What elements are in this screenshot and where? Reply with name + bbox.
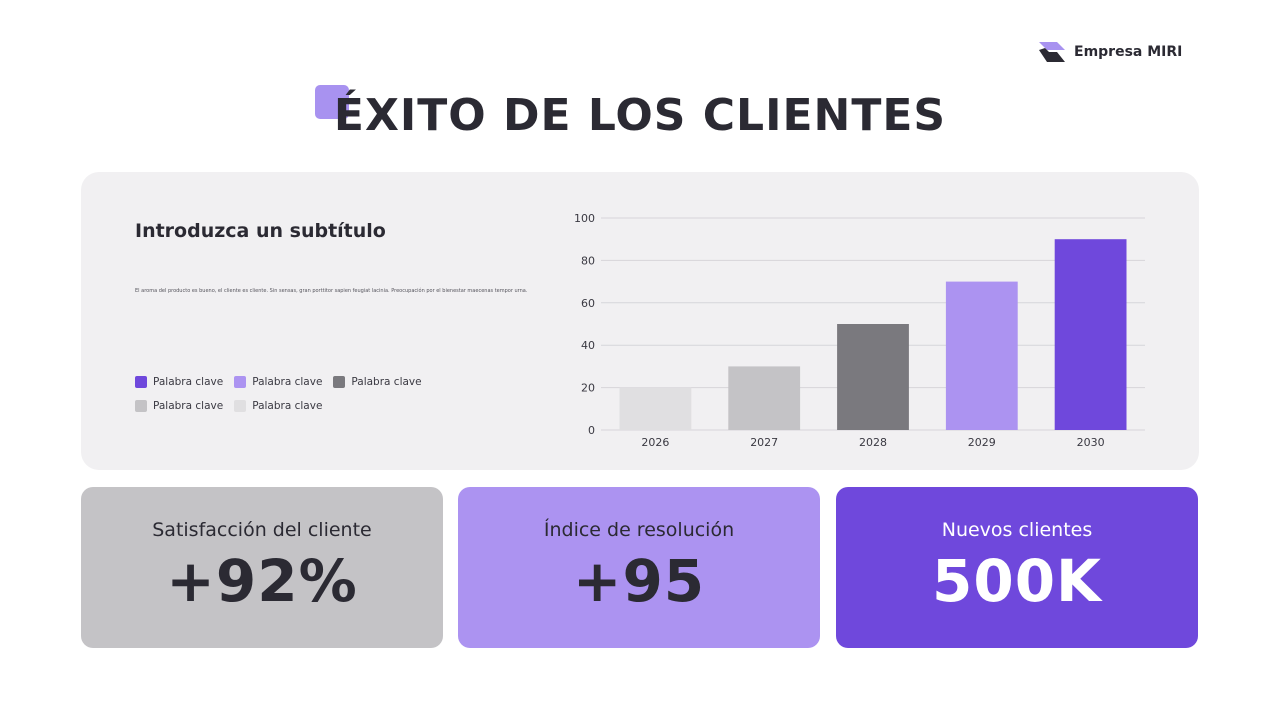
legend-swatch: [234, 400, 247, 412]
bar-2028: [837, 324, 909, 430]
legend-label: Palabra clave: [153, 400, 224, 412]
bar-chart: 0 20 40 60 80 100 2026 2027 2028 2029 2030: [574, 212, 1145, 449]
page-title: ÉXITO DE LOS CLIENTES: [333, 90, 947, 141]
legend-item: Palabra clave: [234, 400, 322, 412]
brand-logo-icon: [1039, 42, 1065, 62]
chart-legend: Palabra clave Palabra clave Palabra clav…: [135, 376, 455, 412]
y-tick-label: 80: [581, 254, 595, 267]
stat-card-new-clients: Nuevos clientes 500K: [836, 487, 1198, 648]
x-tick-label: 2027: [750, 436, 778, 449]
stat-value: +95: [572, 547, 706, 615]
y-tick-label: 0: [588, 424, 595, 437]
legend-swatch: [135, 376, 147, 388]
legend-item: Palabra clave: [333, 376, 422, 388]
x-tick-label: 2028: [859, 436, 887, 449]
x-tick-label: 2026: [641, 436, 669, 449]
y-tick-label: 20: [581, 382, 595, 395]
stat-value: 500K: [931, 547, 1102, 615]
legend-item: Palabra clave: [135, 400, 223, 412]
x-tick-label: 2030: [1077, 436, 1105, 449]
legend-label: Palabra clave: [252, 376, 323, 388]
chart-panel: Introduzca un subtítulo El aroma del pro…: [81, 172, 1199, 470]
bar-2027: [728, 366, 801, 430]
panel-subtitle: Introduzca un subtítulo: [135, 220, 386, 242]
brand-name: Empresa MIRI: [1074, 44, 1183, 60]
title-accent-shape: [315, 85, 349, 119]
stat-card-resolution: Índice de resolución +95: [458, 487, 820, 648]
stat-label: Satisfacción del cliente: [152, 519, 372, 541]
y-tick-label: 60: [581, 297, 595, 310]
stat-value: +92%: [166, 547, 358, 615]
y-tick-label: 100: [574, 212, 595, 225]
legend-item: Palabra clave: [234, 376, 322, 388]
y-tick-label: 40: [581, 339, 595, 352]
bar-2030: [1054, 239, 1127, 430]
legend-label: Palabra clave: [351, 376, 422, 388]
brand-logo: Empresa MIRI: [1037, 40, 1182, 64]
legend-swatch: [333, 376, 346, 388]
legend-swatch: [234, 376, 247, 388]
legend-swatch: [135, 400, 147, 412]
legend-label: Palabra clave: [252, 400, 323, 412]
stat-label: Índice de resolución: [543, 519, 735, 541]
bar-2029: [945, 281, 1018, 430]
panel-body-text: El aroma del producto es bueno, el clien…: [135, 288, 528, 294]
legend-label: Palabra clave: [153, 376, 224, 388]
legend-item: Palabra clave: [135, 376, 223, 388]
x-tick-label: 2029: [968, 436, 996, 449]
stat-label: Nuevos clientes: [941, 519, 1093, 541]
stat-card-satisfaction: Satisfacción del cliente +92%: [81, 487, 443, 648]
bar-2026: [619, 387, 692, 430]
